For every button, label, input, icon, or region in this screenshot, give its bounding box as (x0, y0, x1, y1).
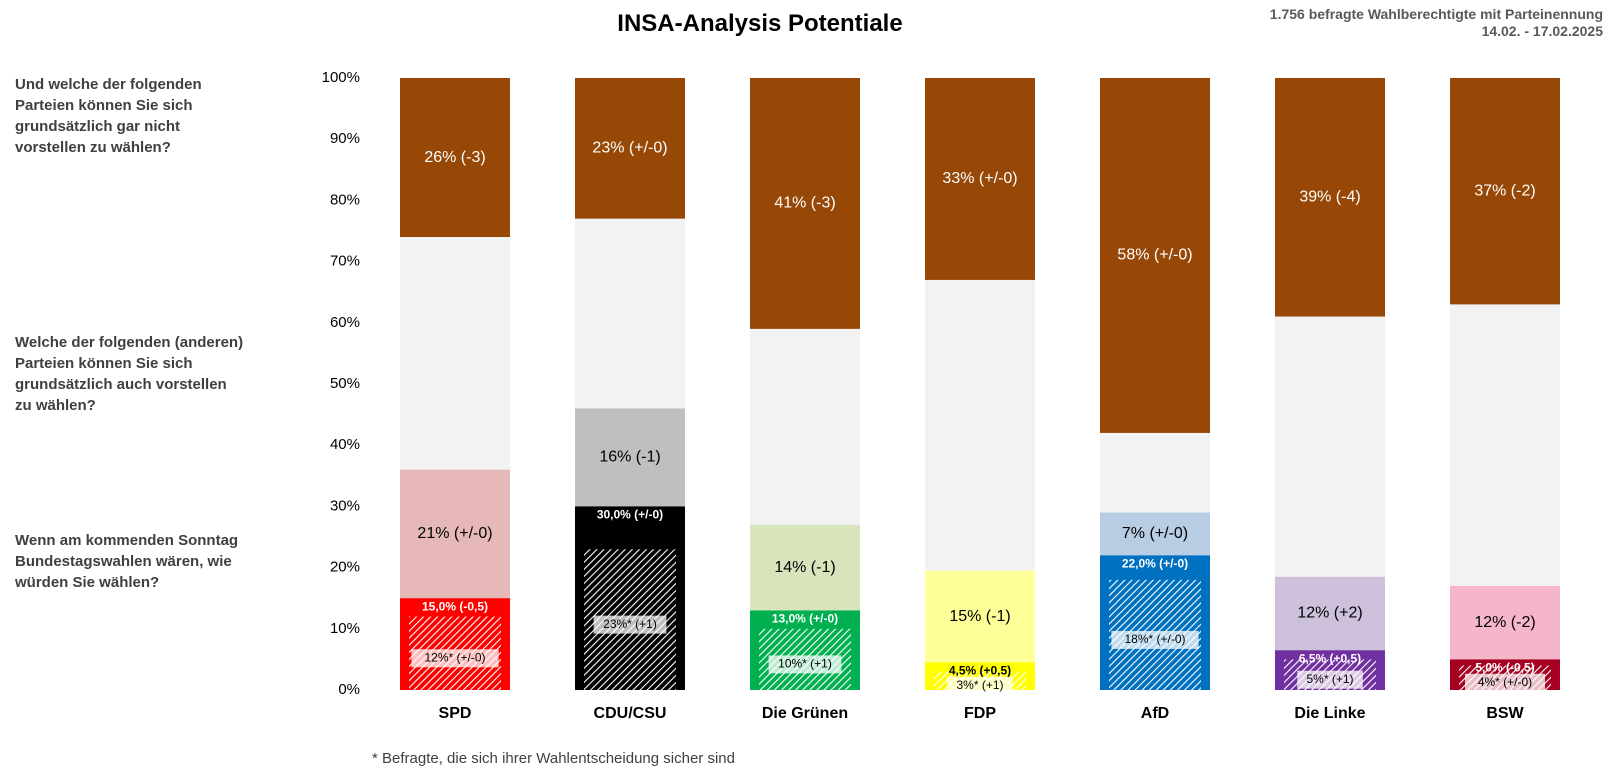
y-tick-label: 10% (330, 620, 360, 637)
bar-group-die-linke: 39% (-4) 12% (+2) 6,5% (+0,5) 5%* (+1) Die L… (1275, 78, 1385, 722)
bar-group-fdp: 33% (+/-0) 15% (-1) 4,5% (+0,5)3%* (+1) FDP (925, 78, 1035, 722)
data-label-vote: 4,5% (+0,5) (949, 664, 1011, 678)
bar-segment-potential (575, 408, 685, 507)
data-label-reject: 26% (-3) (424, 149, 485, 166)
data-label-sure: 5%* (+1) (1306, 672, 1353, 686)
bar-segment-potential (925, 570, 1035, 663)
survey-dates: 14.02. - 17.02.2025 (1481, 23, 1603, 39)
bar-segment-potential (400, 469, 510, 599)
survey-info: 1.756 befragte Wahlberechtigte mit Parte… (1270, 6, 1603, 40)
bar-segment-reject (1100, 78, 1210, 433)
bar-segment-neutral (575, 218, 685, 409)
data-label-potential: 15% (-1) (949, 608, 1010, 625)
data-label-sure-box (411, 649, 499, 668)
bar-segment-neutral (925, 279, 1035, 571)
data-label-sure-box (593, 615, 667, 634)
bar-segment-reject (400, 78, 510, 238)
bar-segment-neutral (1100, 432, 1210, 513)
data-label-sure-box (768, 655, 842, 674)
y-tick-label: 0% (338, 681, 360, 698)
bar-segment-neutral (1450, 304, 1560, 586)
sample-size: 1.756 befragte Wahlberechtigte mit Parte… (1269, 6, 1603, 22)
bar-segment-reject (925, 78, 1035, 280)
y-tick-label: 50% (330, 375, 360, 392)
data-label-potential: 12% (+2) (1297, 605, 1362, 622)
data-label-potential: 16% (-1) (599, 449, 660, 466)
data-label-sure: 12%* (+/-0) (424, 650, 485, 664)
y-tick-label: 90% (330, 130, 360, 147)
y-tick-label: 60% (330, 314, 360, 331)
data-label-sure: 10%* (+1) (778, 657, 832, 671)
bar-segment-reject (1450, 78, 1560, 305)
bar-segment-reject (750, 78, 860, 329)
data-label-potential: 7% (+/-0) (1122, 525, 1188, 542)
bar-segment-reject (1275, 78, 1385, 317)
y-tick-label: 20% (330, 559, 360, 576)
x-tick-label: Die Linke (1294, 705, 1365, 722)
x-tick-label: CDU/CSU (594, 705, 667, 722)
data-label-reject: 33% (+/-0) (942, 170, 1017, 187)
x-tick-label: AfD (1141, 705, 1169, 722)
data-label-reject: 58% (+/-0) (1117, 247, 1192, 264)
data-label-sure-box (947, 676, 1013, 695)
y-tick-label: 80% (330, 191, 360, 208)
data-label-sure-box (1297, 670, 1363, 689)
bar-group-bsw: 37% (-2) 12% (-2) 5,0% (-0,5)4%* (+/-0) BSW (1450, 78, 1560, 722)
y-tick-label: 100% (322, 69, 360, 86)
data-label-vote: 30,0% (+/-0) (597, 508, 663, 522)
data-label-sure: 23%* (+1) (603, 617, 657, 631)
data-label-reject: 37% (-2) (1474, 182, 1535, 199)
footnote: * Befragte, die sich ihrer Wahlentscheid… (372, 750, 735, 767)
question-vote: Wenn am kommenden Sonntag Bundestagswahl… (15, 532, 239, 591)
y-tick-label: 40% (330, 436, 360, 453)
data-label-potential: 12% (-2) (1474, 614, 1535, 631)
bar-segment-neutral (400, 237, 510, 470)
data-label-vote: 22,0% (+/-0) (1122, 557, 1188, 571)
bar-segment-reject (575, 78, 685, 219)
bar-group-afd: 58% (+/-0) 7% (+/-0) 22,0% (+/-0) 18%* (+/-… (1100, 78, 1210, 722)
bar-group-cdu-csu: 23% (+/-0) 16% (-1) 30,0% (+/-0) 23%* (+1) C… (575, 78, 685, 722)
bar-segment-potential (1275, 576, 1385, 651)
chart-title: INSA-Analysis Potentiale (617, 10, 903, 37)
bar-segment-potential (1100, 512, 1210, 556)
bar-segment-potential (1450, 585, 1560, 660)
data-label-vote: 5,0% (-0,5) (1475, 661, 1534, 675)
data-label-potential: 21% (+/-0) (417, 525, 492, 542)
data-label-sure: 18%* (+/-0) (1124, 632, 1185, 646)
bar-segment-neutral (750, 328, 860, 525)
data-label-vote: 15,0% (-0,5) (422, 599, 488, 613)
question-potential: Welche der folgenden (anderen) Parteien … (15, 334, 244, 414)
x-tick-label: BSW (1486, 705, 1524, 722)
y-tick-label: 70% (330, 253, 360, 270)
data-label-reject: 41% (-3) (774, 195, 835, 212)
question-reject: Und welche der folgenden Parteien können… (15, 76, 202, 156)
data-label-reject: 39% (-4) (1299, 189, 1360, 206)
data-label-sure: 4%* (+/-0) (1478, 675, 1532, 689)
data-label-vote: 13,0% (+/-0) (772, 612, 838, 626)
bar-group-spd: 26% (-3) 21% (+/-0) 15,0% (-0,5) 12%* (+/-0… (400, 78, 510, 722)
bar-segment-neutral (1275, 316, 1385, 577)
x-tick-label: Die Grünen (762, 705, 848, 722)
data-label-potential: 14% (-1) (774, 559, 835, 576)
x-tick-label: FDP (964, 705, 996, 722)
data-label-sure-box (1111, 630, 1199, 649)
y-tick-label: 30% (330, 497, 360, 514)
x-tick-label: SPD (439, 705, 472, 722)
data-label-reject: 23% (+/-0) (592, 140, 667, 157)
data-label-sure: 3%* (+1) (956, 678, 1003, 692)
bar-group-die-gr-nen: 41% (-3) 14% (-1) 13,0% (+/-0) 10%* (+1) Die… (750, 78, 860, 722)
data-label-vote: 6,5% (+0,5) (1299, 651, 1361, 665)
data-label-sure-box (1465, 673, 1545, 692)
bar-segment-potential (750, 524, 860, 611)
